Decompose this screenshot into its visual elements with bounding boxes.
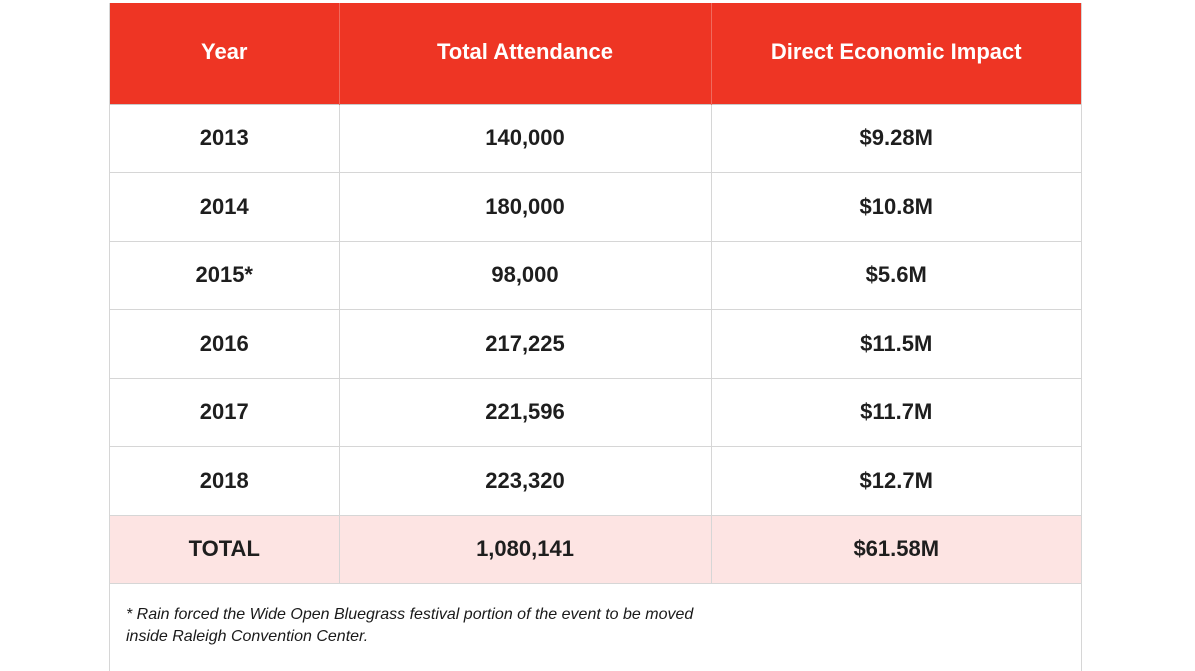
cell-attendance: 223,320 [339, 446, 712, 515]
cell-economic-impact: $10.8M [859, 193, 933, 219]
total-row: TOTAL 1,080,141 $61.58M [110, 515, 1081, 584]
table-row: 2018 223,320 $12.7M [110, 446, 1081, 515]
table-row: 2013 140,000 $9.28M [110, 104, 1081, 173]
footnote-line-2: inside Raleigh Convention Center. [126, 628, 369, 645]
cell-year: 2015* [110, 241, 340, 310]
table-row: 2016 217,225 $11.5M [110, 309, 1081, 378]
footnote: * Rain forced the Wide Open Bluegrass fe… [126, 604, 826, 648]
header-row: Year Total Attendance Direct Economic Im… [110, 3, 1081, 104]
total-label: TOTAL [110, 515, 340, 584]
cell-economic-impact: $5.6M [865, 262, 927, 288]
cell-attendance: 217,225 [339, 309, 712, 378]
cell-attendance: 98,000 [339, 241, 712, 310]
cell-economic-impact: $9.28M [859, 125, 933, 151]
cell-year: 2018 [110, 446, 340, 515]
cell-economic-impact: $12.7M [859, 467, 933, 493]
total-attendance: 1,080,141 [339, 515, 712, 584]
table-row: 2014 180,000 $10.8M [110, 172, 1081, 241]
header-total-attendance: Total Attendance [339, 3, 712, 104]
header-year: Year [110, 3, 340, 104]
header-direct-economic-impact: Direct Economic Impact [770, 39, 1022, 65]
table-header: Year Total Attendance Direct Economic Im… [110, 3, 1081, 104]
total-economic-impact: $61.58M [853, 536, 940, 562]
table-row: 2017 221,596 $11.7M [110, 378, 1081, 447]
cell-year: 2013 [110, 104, 340, 173]
cell-year: 2016 [110, 309, 340, 378]
attendance-table-container: Year Total Attendance Direct Economic Im… [109, 3, 1082, 671]
cell-attendance: 221,596 [339, 378, 712, 447]
table-body: 2013 140,000 $9.28M 2014 180,000 $10.8M … [110, 104, 1081, 584]
attendance-table: Year Total Attendance Direct Economic Im… [110, 3, 1081, 584]
cell-year: 2014 [110, 172, 340, 241]
cell-economic-impact: $11.5M [860, 330, 933, 356]
cell-attendance: 180,000 [339, 172, 712, 241]
table-row: 2015* 98,000 $5.6M [110, 241, 1081, 310]
cell-economic-impact: $11.7M [860, 399, 933, 425]
cell-year: 2017 [110, 378, 340, 447]
cell-attendance: 140,000 [339, 104, 712, 173]
footnote-line-1: * Rain forced the Wide Open Bluegrass fe… [126, 606, 694, 623]
